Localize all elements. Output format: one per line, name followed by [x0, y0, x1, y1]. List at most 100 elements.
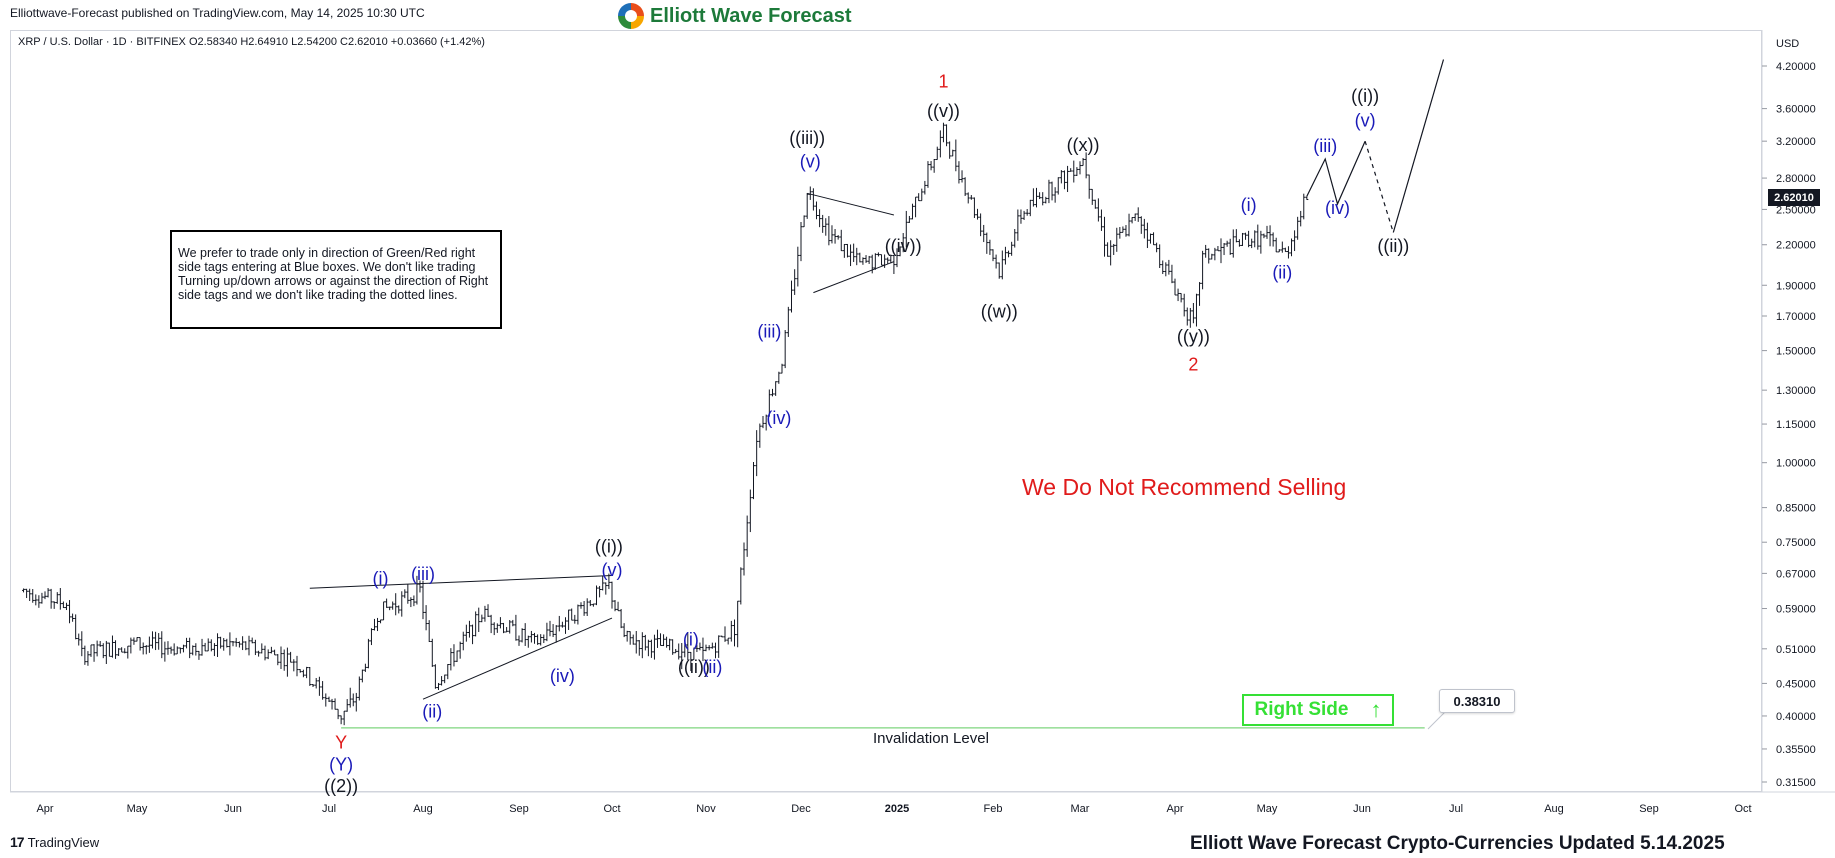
x-tick-label: May: [1257, 803, 1278, 815]
annotation-lines-layer: [309, 59, 1446, 730]
x-tick-label: Mar: [1071, 803, 1090, 815]
footer-update-text: Elliott Wave Forecast Crypto-Currencies …: [1190, 833, 1725, 854]
wave-label: (v): [602, 560, 623, 580]
tradingview-mark-icon: 17: [10, 834, 25, 850]
x-tick-label: Oct: [603, 803, 620, 815]
trading-note-box: We prefer to trade only in direction of …: [170, 230, 502, 329]
wave-label: (iii): [411, 564, 435, 584]
y-tick-label: 1.00000: [1776, 458, 1816, 470]
x-tick-label: Dec: [791, 803, 811, 815]
right-side-label: Right Side: [1254, 699, 1349, 720]
y-tick-label: 0.40000: [1776, 711, 1816, 723]
wave-label: 2: [1188, 355, 1198, 375]
currency-label: USD: [1776, 38, 1800, 50]
x-tick-label: Nov: [696, 803, 716, 815]
x-tick-label: 2025: [885, 803, 909, 815]
wave-label: ((2)): [324, 776, 358, 796]
wave-label: ((ii)): [678, 657, 710, 677]
triangle-trendline: [422, 617, 613, 700]
y-tick-label: 1.30000: [1776, 385, 1816, 397]
x-tick-label: Feb: [984, 803, 1003, 815]
triangle-trendline: [309, 575, 613, 589]
wave-label: ((ii)): [1377, 236, 1409, 256]
wave-label: 1: [938, 72, 948, 92]
x-tick-label: May: [127, 803, 148, 815]
wave-label: (v): [1355, 111, 1376, 131]
tradingview-logo[interactable]: 17 TradingView: [10, 834, 99, 850]
brand-name: Elliott Wave Forecast: [650, 4, 852, 27]
wave-label: (iv): [550, 666, 575, 686]
y-tick-label: 0.35500: [1776, 744, 1816, 756]
recommendation-text: We Do Not Recommend Selling: [1022, 474, 1347, 500]
y-tick-label: 0.75000: [1776, 537, 1816, 549]
triangle-trendline: [807, 192, 895, 216]
x-tick-label: Oct: [1734, 803, 1751, 815]
wave-label: ((i)): [1351, 86, 1379, 106]
wave-label: (i): [373, 568, 389, 588]
wave-label: (i): [683, 630, 699, 650]
x-tick-label: Jul: [322, 803, 336, 815]
wave-label: (i): [1241, 195, 1257, 215]
wave-label: (ii): [1272, 263, 1292, 283]
axis-layer: 4.20000 3.60000 3.20000 2.80000 2.50000 2.200…: [10, 30, 1835, 815]
x-tick-label: Apr: [1166, 803, 1183, 815]
x-tick-label: Jun: [1353, 803, 1371, 815]
y-tick-label: 4.20000: [1776, 61, 1816, 73]
wave-label: ((i)): [595, 537, 623, 557]
wave-label: (ii): [422, 701, 442, 721]
y-tick-label: 3.60000: [1776, 104, 1816, 116]
wave-label: ((y)): [1177, 327, 1210, 347]
y-tick-label: 0.45000: [1776, 678, 1816, 690]
projection-dotted-path: [1364, 141, 1394, 233]
brand-logo: Elliott Wave Forecast: [618, 3, 852, 29]
triangle-trendline: [813, 261, 895, 294]
y-tick-label: 1.90000: [1776, 280, 1816, 292]
wave-label: (iv): [1325, 198, 1350, 218]
x-tick-label: Sep: [1639, 803, 1659, 815]
up-arrow-icon: ↑: [1370, 697, 1382, 722]
callout-pointer: [1427, 711, 1446, 730]
current-price-tag: 2.62010: [1768, 189, 1820, 206]
wave-label: (iv): [766, 408, 791, 428]
y-tick-label: 0.59000: [1776, 604, 1816, 616]
wave-label: (ii): [702, 657, 722, 677]
wave-label: (v): [800, 151, 821, 171]
y-tick-label: 3.20000: [1776, 136, 1816, 148]
y-tick-label: 2.80000: [1776, 173, 1816, 185]
wave-labels-layer: 1 ((v)) ((iii)) (v) ((iv)) ((w)) ((x)) ((y)) 2 (i…: [324, 72, 1409, 796]
projection-path: [1392, 59, 1445, 233]
tradingview-name: TradingView: [27, 834, 100, 850]
y-tick-label: 2.50000: [1776, 204, 1816, 216]
y-tick-label: 0.51000: [1776, 644, 1816, 656]
x-tick-label: Aug: [1544, 803, 1564, 815]
elliott-wave-logo-icon: [618, 3, 644, 29]
projection-path: [1306, 140, 1366, 206]
candles-layer: [22, 122, 1309, 726]
x-tick-label: Aug: [413, 803, 433, 815]
wave-label: ((w)): [981, 302, 1018, 322]
y-tick-label: 0.31500: [1776, 777, 1816, 789]
wave-label: ((v)): [927, 101, 960, 121]
y-tick-label: 1.50000: [1776, 346, 1816, 358]
y-tick-label: 0.85000: [1776, 503, 1816, 515]
x-tick-label: Sep: [509, 803, 529, 815]
wave-label: (iii): [757, 322, 781, 342]
invalidation-price-callout: 0.38310: [1439, 689, 1515, 713]
x-tick-label: Apr: [36, 803, 53, 815]
publish-header: Elliottwave-Forecast published on Tradin…: [10, 6, 425, 20]
y-tick-label: 1.70000: [1776, 311, 1816, 323]
y-tick-label: 2.20000: [1776, 240, 1816, 252]
y-tick-label: 1.15000: [1776, 419, 1816, 431]
y-tick-label: 0.67000: [1776, 568, 1816, 580]
invalidation-label: Invalidation Level: [873, 730, 989, 747]
right-side-tag: Right Side ↑: [1242, 694, 1394, 726]
wave-label: Y: [335, 732, 347, 752]
x-tick-label: Jun: [224, 803, 242, 815]
wave-label: ((iii)): [789, 128, 825, 148]
wave-label: (iii): [1313, 136, 1337, 156]
wave-label: (Y): [329, 755, 353, 775]
symbol-ohlc-line[interactable]: XRP / U.S. Dollar · 1D · BITFINEX O2.583…: [18, 36, 485, 48]
wave-label: ((iv)): [885, 236, 922, 256]
wave-label: ((x)): [1067, 135, 1100, 155]
